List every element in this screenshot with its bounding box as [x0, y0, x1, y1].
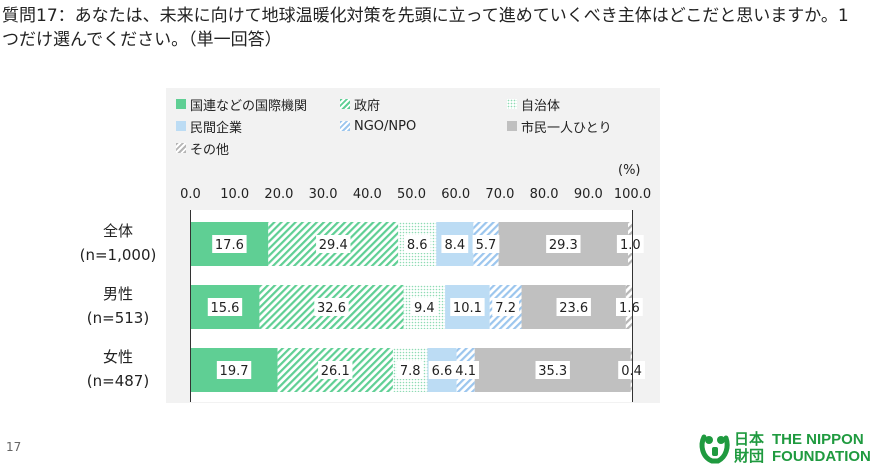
- question-title: 質問17：あなたは、未来に向けて地球温暖化対策を先頭に立って進めていくべき主体は…: [2, 6, 849, 50]
- data-label-bg: [556, 298, 591, 316]
- data-label-bg: [314, 298, 349, 316]
- legend-item-local-gov: 自治体: [507, 95, 561, 114]
- data-label: 4.1: [455, 364, 476, 379]
- data-label: 8.6: [407, 238, 428, 253]
- x-tick-label: 30.0: [309, 187, 338, 202]
- data-label: 9.4: [414, 301, 435, 316]
- data-label: 35.3: [538, 364, 567, 379]
- legend-item-citizens: 市民一人ひとり: [507, 117, 612, 136]
- data-label: 17.6: [215, 238, 244, 253]
- logo-line1: THE NIPPON: [772, 431, 864, 448]
- legend-item-intl-org: 国連などの国際機関: [176, 95, 308, 114]
- legend-item-other: その他: [176, 139, 230, 158]
- data-label-bg: [618, 361, 646, 379]
- legend-label-intl-org: 国連などの国際機関: [190, 98, 308, 114]
- x-tick-label: 20.0: [264, 187, 293, 202]
- data-label-bg: [546, 235, 581, 253]
- data-label: 19.7: [220, 364, 249, 379]
- category-label: 女性: [103, 348, 133, 366]
- legend-item-company: 民間企業: [176, 117, 243, 136]
- legend-label-government: 政府: [354, 98, 381, 114]
- legend-label-company: 民間企業: [190, 120, 243, 136]
- data-label-bg: [396, 361, 424, 379]
- data-label-bg: [535, 361, 570, 379]
- data-label: 29.3: [549, 238, 578, 253]
- x-tick-label: 80.0: [530, 187, 559, 202]
- data-label-bg: [441, 235, 469, 253]
- data-label-bg: [450, 298, 485, 316]
- data-label: 29.4: [319, 238, 348, 253]
- category-label: 男性: [103, 285, 133, 303]
- data-label: 7.8: [400, 364, 421, 379]
- data-label: 10.1: [453, 301, 482, 316]
- x-tick-label: 40.0: [353, 187, 382, 202]
- data-label-bg: [316, 235, 351, 253]
- data-label-bg: [472, 235, 500, 253]
- data-label: 23.6: [559, 301, 588, 316]
- legend-swatch-local-gov: [507, 99, 517, 109]
- logo-kanji-top: 日本: [734, 431, 765, 448]
- data-label: 1.6: [619, 301, 640, 316]
- data-label: 6.6: [432, 364, 453, 379]
- legend-swatch-government: [340, 99, 350, 109]
- data-label: 7.2: [495, 301, 516, 316]
- legend-swatch-intl-org: [176, 99, 186, 109]
- data-label: 5.7: [476, 238, 497, 253]
- legend-label-other: その他: [190, 142, 230, 158]
- data-label-bg: [216, 361, 252, 379]
- unit-label: (%): [618, 163, 641, 178]
- legend-swatch-ngo: [340, 121, 350, 131]
- data-label-bg: [212, 235, 247, 253]
- data-label-bg: [452, 361, 480, 379]
- data-label: 8.4: [444, 238, 465, 253]
- legend-label-citizens: 市民一人ひとり: [521, 120, 612, 136]
- logo-kanji-bottom: 財団: [734, 448, 765, 465]
- x-tick-label: 10.0: [220, 187, 249, 202]
- data-label: 15.6: [210, 301, 239, 316]
- x-tick-label: 60.0: [441, 187, 470, 202]
- logo-line2: FOUNDATION: [772, 448, 871, 465]
- x-tick-label: 0.0: [180, 187, 201, 202]
- page-number: 17: [6, 440, 22, 454]
- data-label-bg: [207, 298, 243, 316]
- x-tick-label: 100.0: [614, 187, 651, 202]
- x-tick-label: 90.0: [574, 187, 603, 202]
- data-label: 26.1: [321, 364, 350, 379]
- data-label: 32.6: [317, 301, 346, 316]
- legend-item-government: 政府: [340, 95, 381, 114]
- legend-swatch-citizens: [507, 121, 517, 131]
- category-label: 全体: [103, 222, 133, 240]
- x-tick-label: 70.0: [485, 187, 514, 202]
- data-label-bg: [318, 361, 353, 379]
- legend-swatch-company: [176, 121, 186, 131]
- data-label-bg: [616, 298, 643, 316]
- x-tick-label: 50.0: [397, 187, 426, 202]
- data-label-bg: [410, 298, 438, 316]
- nippon-foundation-logo: 日本 財団 THE NIPPON FOUNDATION: [698, 430, 888, 466]
- data-label: 0.4: [621, 364, 642, 379]
- nippon-foundation-mark-icon: [699, 434, 730, 464]
- category-n-label: (n=513): [87, 309, 149, 327]
- legend-item-ngo: NGO/NPO: [340, 117, 416, 135]
- category-n-label: (n=1,000): [80, 246, 157, 264]
- legend-label-local-gov: 自治体: [521, 98, 561, 114]
- legend-label-ngo: NGO/NPO: [354, 118, 417, 134]
- data-label-bg: [616, 235, 644, 253]
- data-label-bg: [403, 235, 431, 253]
- category-n-label: (n=487): [87, 372, 149, 390]
- data-label-bg: [428, 361, 456, 379]
- data-label: 1.0: [620, 238, 641, 253]
- legend-swatch-other: [176, 143, 186, 153]
- data-label-bg: [492, 298, 520, 316]
